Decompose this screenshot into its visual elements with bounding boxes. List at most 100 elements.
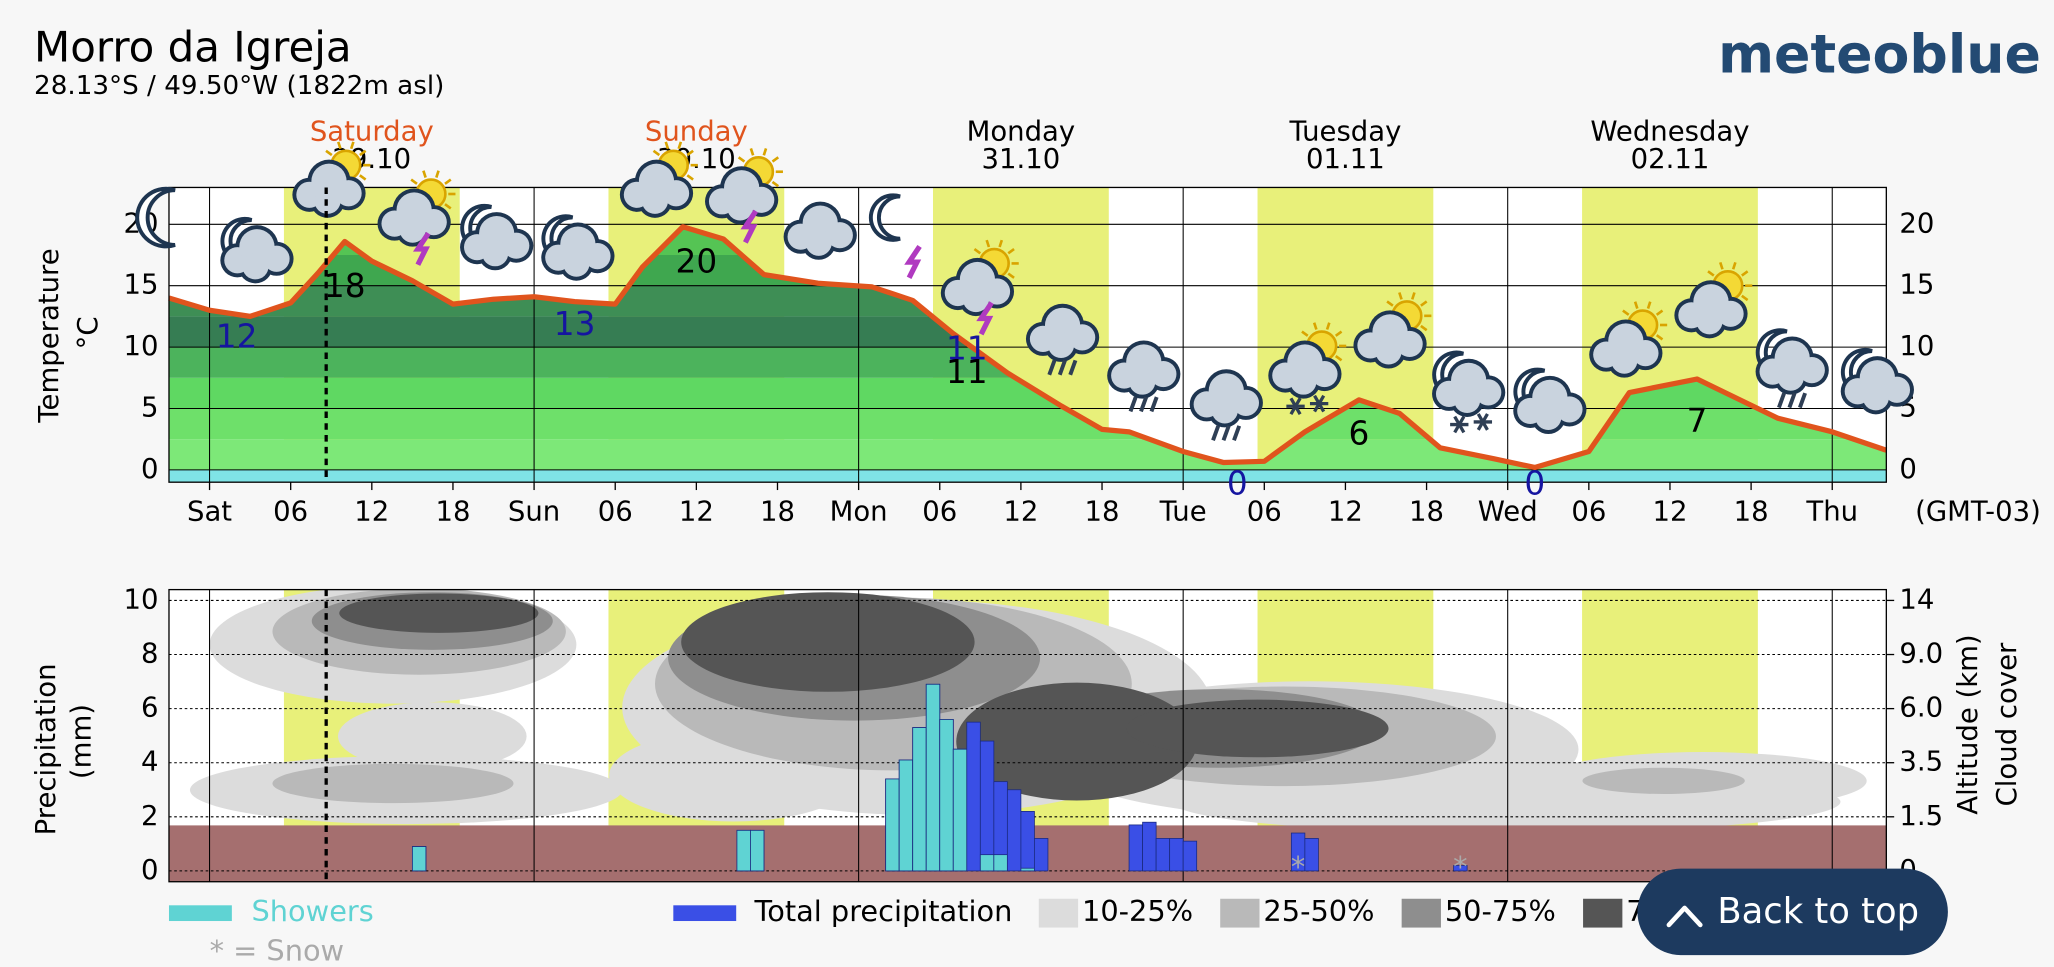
sun-ray	[771, 156, 780, 163]
cloud-icon	[563, 250, 590, 277]
y-axis-label: Temperature	[33, 248, 65, 423]
cloud-icon	[1396, 330, 1423, 358]
cloud-icon	[1611, 347, 1638, 374]
cloud-axis-label: Cloud cover	[1991, 642, 2023, 806]
x-tick-label: 18	[435, 495, 470, 527]
cloud-blob	[956, 682, 1198, 801]
cloud-icon	[242, 253, 269, 280]
back-to-top-button[interactable]: Back to top	[1637, 868, 1948, 956]
cloud-cover	[189, 589, 1867, 834]
cloud-icon	[1069, 324, 1096, 351]
y-axis-unit: (mm)	[66, 704, 98, 779]
temperature-band	[168, 439, 1887, 470]
legend-label: Showers	[252, 894, 374, 928]
cloud-blob	[1582, 767, 1745, 794]
x-tick-label: Tue	[1159, 495, 1207, 527]
logo: meteoblue	[1718, 22, 2041, 85]
rain-icon	[1232, 425, 1242, 441]
rain-icon	[1057, 359, 1067, 376]
cloud-icon	[1556, 396, 1583, 423]
button-body	[1637, 868, 1948, 956]
extreme-label: 20	[676, 243, 718, 281]
cloud-blob	[1126, 699, 1389, 758]
precip-bar	[1453, 865, 1468, 872]
sun-ray	[359, 174, 367, 181]
precip-bar	[952, 748, 968, 872]
y2-tick-label: 15	[1899, 269, 1934, 301]
y-axis-label: Precipitation	[30, 663, 62, 835]
rain-icon	[1221, 425, 1231, 441]
precip-bar	[1006, 789, 1022, 872]
sun-ray	[1007, 272, 1015, 279]
legend-label: 10-25%	[1082, 894, 1193, 928]
x-tick-label: 18	[1734, 495, 1769, 527]
precip-bar	[736, 829, 751, 872]
sun-ray	[686, 174, 694, 181]
day-name: Saturday	[310, 115, 434, 147]
cloud-icon	[1232, 389, 1259, 416]
cloud-icon	[420, 209, 447, 236]
precip-bar	[939, 719, 954, 872]
precip-bar	[1020, 867, 1035, 872]
subtitle: 28.13°S / 49.50°W (1822m asl)	[34, 71, 444, 101]
cloud-icon	[1696, 308, 1723, 335]
precip-bar	[1182, 840, 1198, 872]
y2-tick-label: 14	[1899, 583, 1934, 615]
rain-icon	[1047, 359, 1057, 376]
sun-ray	[1007, 247, 1015, 255]
sun-ray	[1622, 309, 1630, 316]
legend-swatch	[1038, 898, 1079, 928]
precip-bar	[1034, 838, 1049, 872]
y2-tick-label: 9.0	[1899, 638, 1943, 670]
y-tick-label: 2	[141, 800, 159, 832]
x-tick-label: 06	[922, 495, 957, 527]
button-label: Back to top	[1717, 891, 1919, 932]
cloud-blob	[272, 763, 514, 804]
y2-tick-label: 6.0	[1899, 692, 1943, 724]
y-axis-unit: °C	[72, 316, 104, 349]
legend-swatch	[1401, 898, 1441, 928]
extreme-label: 18	[324, 267, 366, 305]
y2-axis-label: Altitude (km)	[1952, 634, 1984, 814]
lightning-icon	[740, 209, 759, 244]
moon-icon	[868, 193, 901, 242]
cloud-icon	[983, 278, 1011, 305]
sun-ray	[652, 149, 661, 157]
cloud-icon	[1862, 384, 1889, 411]
cloud-icon	[1375, 338, 1402, 365]
sun-ray	[998, 239, 1004, 248]
x-tick-label: Sun	[508, 495, 560, 527]
sun-ray	[444, 203, 452, 210]
x-tick-label: Thu	[1805, 495, 1858, 527]
cloud-icon	[1717, 300, 1744, 327]
extreme-label: 12	[216, 317, 258, 355]
x-tick-label: 12	[1003, 495, 1038, 527]
sun-ray	[337, 141, 342, 150]
temperature-band	[168, 408, 1887, 440]
x-tick-label: 06	[1247, 495, 1282, 527]
precip-bar	[993, 854, 1008, 872]
x-tick-label: Sat	[187, 495, 232, 527]
sun-ray	[686, 149, 694, 157]
rain-icon	[1068, 359, 1078, 376]
day-date: 02.11	[1631, 143, 1710, 175]
x-tick-label: 12	[679, 495, 714, 527]
sun-ray	[677, 141, 683, 150]
sun-ray	[664, 141, 670, 150]
y-tick-label: 0	[141, 854, 159, 886]
rain-icon	[1798, 392, 1807, 409]
rain-icon	[1787, 392, 1797, 409]
sun-ray	[1325, 322, 1331, 330]
sun-ray	[1646, 301, 1652, 309]
button-chevron	[1666, 905, 1703, 928]
y-tick-label: 10	[124, 583, 159, 615]
y2-tick-label: 0	[1899, 453, 1916, 485]
cloud-icon	[1883, 376, 1911, 403]
day-name: Tuesday	[1288, 115, 1401, 147]
snow-icon	[1476, 413, 1489, 431]
sun-ray	[1655, 334, 1664, 341]
legend-swatch	[673, 905, 737, 922]
y-tick-label: 8	[141, 638, 159, 670]
lightning-icon	[976, 301, 994, 336]
